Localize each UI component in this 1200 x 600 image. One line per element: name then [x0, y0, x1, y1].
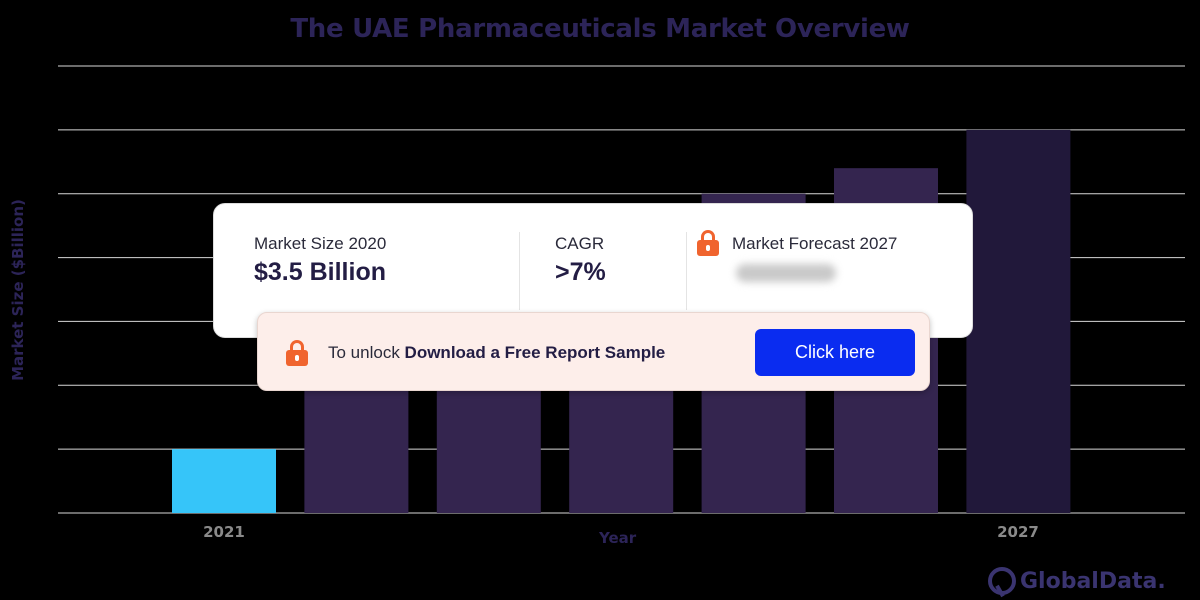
- forecast-value-blurred: [736, 264, 836, 282]
- divider: [686, 232, 687, 310]
- y-axis-label: Market Size ($Billion): [9, 199, 27, 381]
- click-here-button[interactable]: Click here: [755, 329, 915, 376]
- x-tick-label: 2021: [203, 523, 245, 541]
- bar-2027: [966, 129, 1071, 513]
- cagr-value: >7%: [555, 258, 606, 286]
- forecast-label: Market Forecast 2027: [732, 234, 898, 253]
- lock-icon: [286, 340, 308, 366]
- chart-title: The UAE Pharmaceuticals Market Overview: [290, 14, 910, 44]
- lock-icon: [697, 230, 719, 256]
- globaldata-icon: [988, 567, 1016, 595]
- bar-2022: [304, 385, 409, 513]
- brand-name: GlobalData.: [1020, 568, 1166, 594]
- unlock-prefix: To unlock: [328, 343, 405, 362]
- unlock-emphasis: Download a Free Report Sample: [404, 343, 666, 362]
- market-size-value: $3.5 Billion: [254, 258, 386, 286]
- unlock-banner: To unlock Download a Free Report Sample …: [257, 312, 930, 391]
- cagr-label: CAGR: [555, 234, 605, 253]
- bar-2021: [172, 449, 276, 513]
- market-size-label: Market Size 2020: [254, 234, 387, 253]
- divider: [519, 232, 520, 310]
- cagr-metric: CAGR >7%: [555, 234, 606, 287]
- forecast-metric: Market Forecast 2027: [732, 234, 897, 282]
- unlock-text: To unlock Download a Free Report Sample: [328, 343, 665, 363]
- market-size-metric: Market Size 2020 $3.5 Billion: [254, 234, 386, 287]
- x-axis-label: Year: [599, 529, 637, 547]
- globaldata-logo: GlobalData.: [988, 566, 1166, 596]
- x-tick-label: 2027: [997, 523, 1039, 541]
